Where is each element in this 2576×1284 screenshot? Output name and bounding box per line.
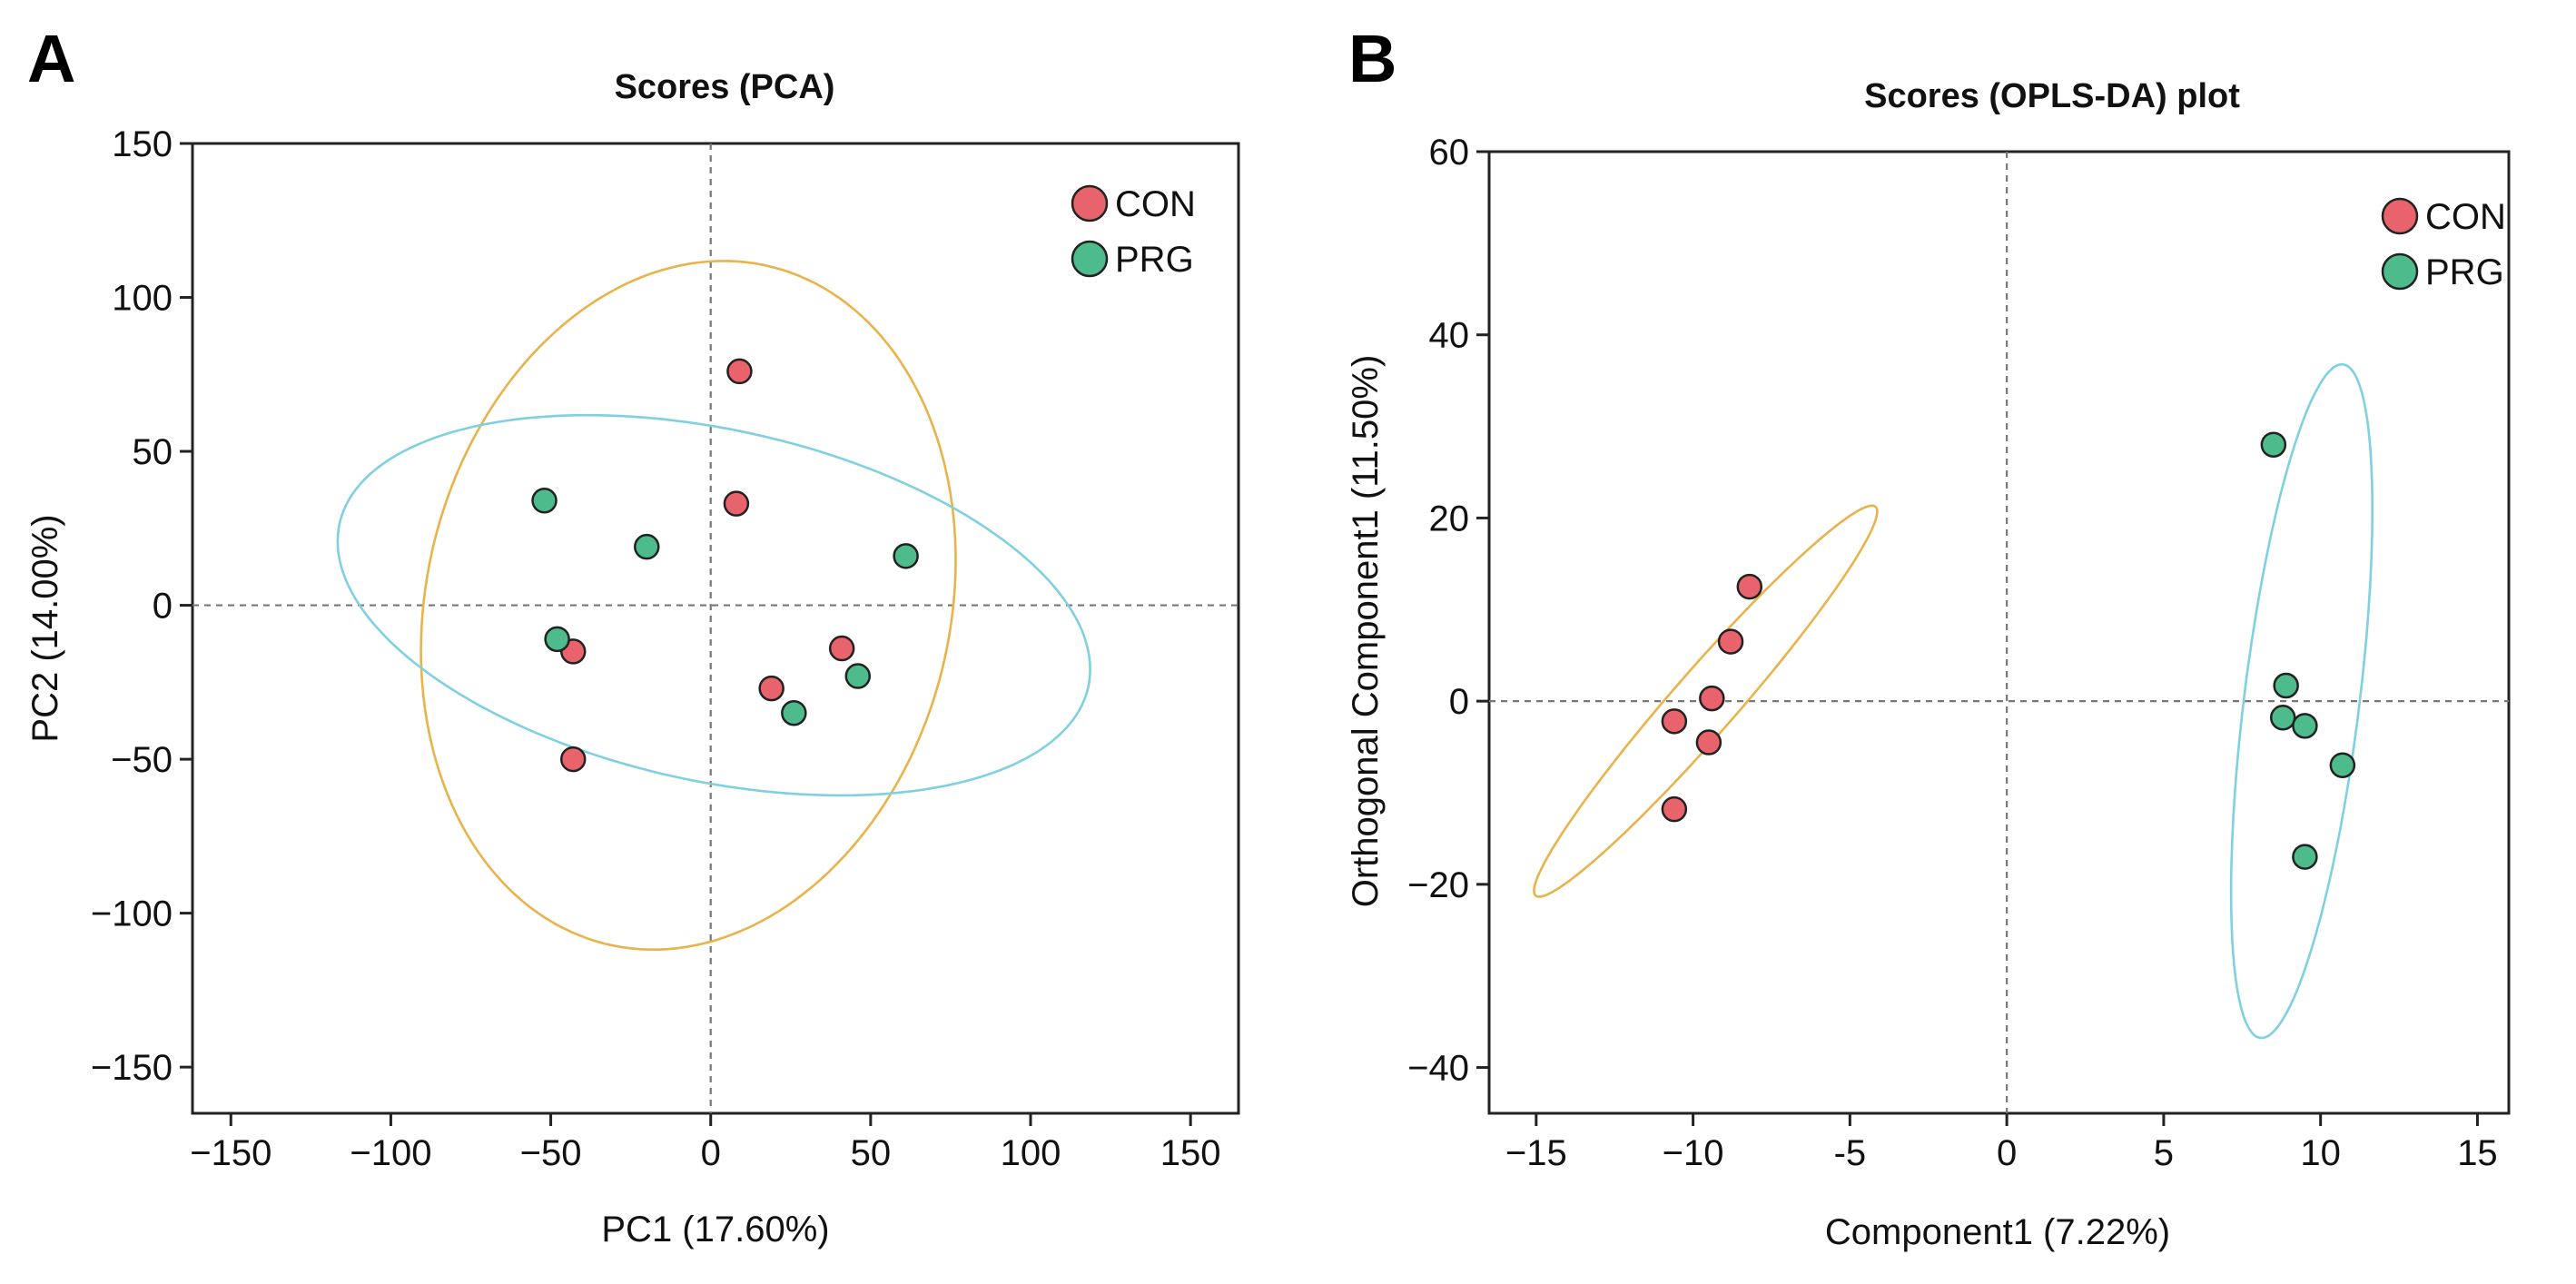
confidence-ellipse-prg: [336, 413, 1091, 797]
y-tick-label: 60: [1429, 133, 1470, 173]
data-point-con: [758, 675, 785, 702]
confidence-ellipses-oplsda: [1533, 362, 2374, 1040]
x-axis-label-pca: PC1 (17.60%): [601, 1210, 829, 1249]
y-tick-label: −100: [91, 894, 173, 934]
confidence-ellipses-pca: [336, 260, 1091, 951]
y-axis-ticks-pca: −150 −100 −50 0 50 100 150: [91, 124, 192, 1088]
x-tick-label: −15: [1505, 1133, 1567, 1173]
x-axis-label-oplsda: Component1 (7.22%): [1825, 1212, 2170, 1252]
plot-frame-oplsda: [1487, 150, 2511, 1115]
data-point-prg: [2260, 431, 2287, 458]
data-point-prg: [2329, 752, 2356, 778]
x-tick-label: 0: [701, 1133, 721, 1173]
confidence-ellipse-con: [419, 260, 957, 951]
x-axis-ticks-pca: −150 −100 −50 0 50 100 150: [190, 1113, 1221, 1173]
data-point-con: [1717, 628, 1744, 655]
panel-letter-b: B: [1348, 21, 1397, 96]
x-tick-label: −50: [520, 1133, 582, 1173]
legend-label-prg: PRG: [2425, 252, 2504, 292]
data-point-con: [723, 490, 750, 517]
legend-pca: CON PRG: [1071, 184, 1196, 280]
x-tick-label: 100: [1001, 1133, 1061, 1173]
x-tick-label: 15: [2457, 1133, 2498, 1173]
chart-title-pca: Scores (PCA): [615, 68, 835, 106]
legend-label-prg: PRG: [1115, 240, 1194, 280]
x-tick-label: -5: [1834, 1133, 1867, 1173]
x-tick-label: 0: [1997, 1133, 2017, 1173]
data-point-prg: [2273, 672, 2299, 699]
x-axis-ticks-oplsda: −15 −10 -5 0 5 10 15: [1505, 1113, 2498, 1173]
data-point-con: [1695, 729, 1722, 756]
legend-label-con: CON: [2425, 197, 2506, 237]
data-point-con: [1699, 685, 1725, 712]
y-tick-label: 50: [133, 432, 173, 472]
x-tick-label: 150: [1160, 1133, 1221, 1173]
data-point-con: [559, 746, 587, 773]
data-point-prg: [2269, 705, 2296, 731]
x-tick-label: 50: [851, 1133, 892, 1173]
panel-a: A Scores (PCA) −150 −100 −50 0 50 100 150 −150…: [25, 21, 1240, 1249]
confidence-ellipse-prg: [2229, 362, 2374, 1040]
confidence-ellipse-con: [1533, 504, 1879, 898]
data-point-con: [1661, 708, 1688, 735]
data-points-oplsda: [1661, 431, 2356, 870]
legend-label-con: CON: [1115, 184, 1196, 224]
data-point-prg: [531, 488, 558, 514]
data-point-prg: [2292, 844, 2318, 870]
data-point-con: [1736, 573, 1763, 600]
x-tick-label: −10: [1663, 1133, 1724, 1173]
x-tick-label: −150: [190, 1133, 271, 1173]
data-points-pca: [531, 358, 919, 773]
legend-marker-con: [2381, 197, 2419, 235]
y-tick-label: 100: [112, 279, 173, 319]
x-tick-label: −100: [350, 1133, 431, 1173]
data-point-con: [1661, 795, 1688, 823]
panel-letter-a: A: [27, 21, 75, 96]
y-tick-label: −50: [111, 740, 173, 780]
legend-marker-prg: [2381, 252, 2419, 291]
y-tick-label: 20: [1429, 499, 1470, 538]
data-point-prg: [844, 663, 872, 689]
data-point-con: [828, 635, 855, 662]
y-tick-label: 0: [1449, 682, 1469, 722]
y-tick-label: 150: [112, 124, 173, 164]
y-axis-ticks-oplsda: −40 −20 0 20 40 60: [1407, 133, 1489, 1089]
panel-b: B Scores (OPLS-DA) plot −15 −10 -5 0 5 10 15 −…: [1346, 21, 2511, 1252]
reference-lines-pca: [192, 143, 1239, 1113]
y-axis-label-oplsda: Orthogonal Component1 (11.50%): [1346, 355, 1386, 908]
data-point-prg: [544, 626, 570, 653]
y-tick-label: −40: [1407, 1049, 1469, 1089]
data-point-prg: [2292, 713, 2318, 739]
chart-title-oplsda: Scores (OPLS-DA) plot: [1864, 77, 2240, 115]
x-tick-label: 5: [2154, 1133, 2174, 1173]
data-point-prg: [893, 543, 919, 569]
y-tick-label: −150: [91, 1048, 173, 1088]
data-point-prg: [781, 699, 807, 726]
y-axis-label-pca: PC2 (14.00%): [25, 514, 65, 742]
data-point-prg: [634, 533, 660, 560]
y-tick-label: 40: [1429, 316, 1470, 356]
x-tick-label: 10: [2300, 1133, 2341, 1173]
y-tick-label: −20: [1407, 865, 1469, 905]
y-tick-label: 0: [153, 587, 173, 627]
data-point-con: [726, 358, 753, 385]
legend-oplsda: CON PRG: [2381, 197, 2506, 292]
legend-marker-prg: [1071, 240, 1109, 278]
plot-frame-pca: [191, 142, 1240, 1115]
legend-marker-con: [1071, 184, 1109, 222]
reference-lines-oplsda: [1489, 152, 2509, 1113]
